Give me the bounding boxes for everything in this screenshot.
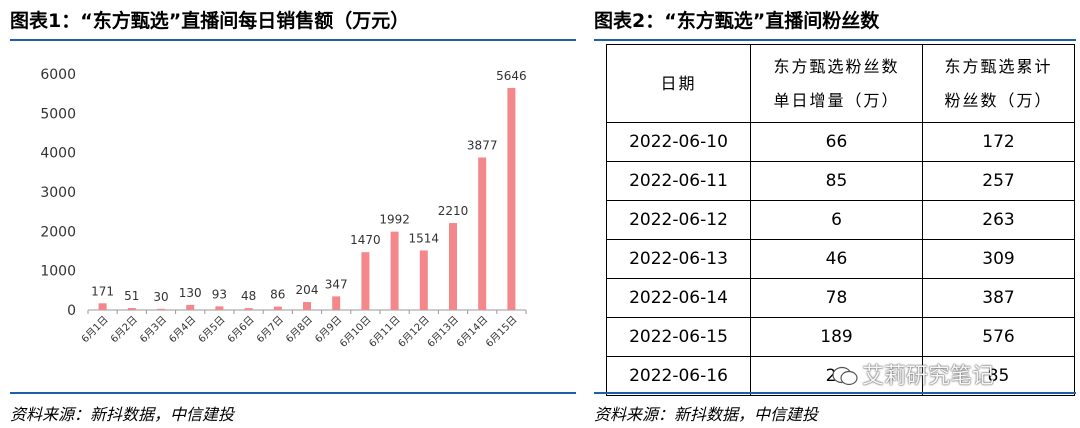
table-row: 2022-06-15 189 576 [606, 317, 1075, 357]
cell-date: 2022-06-15 [606, 317, 751, 357]
header-cum-line2: 粉丝数（万） [944, 90, 1053, 110]
cell-cumulative: 309 [922, 239, 1075, 279]
x-tick-label: 6月13日 [425, 314, 461, 350]
x-tick-label: 6月2日 [108, 314, 140, 346]
cell-cumulative: 387 [922, 278, 1075, 318]
header-date-line1: 日期 [660, 73, 697, 93]
y-tick-label: 5000 [40, 106, 76, 122]
header-cumulative: 东方甄选累计 粉丝数（万） [922, 44, 1075, 123]
cell-cumulative: 576 [922, 317, 1075, 357]
y-tick-label: 4000 [40, 146, 76, 162]
x-tick-label: 6月6日 [225, 314, 257, 346]
bar [127, 307, 136, 310]
cell-daily: 6 [750, 200, 923, 240]
data-label: 93 [212, 287, 227, 301]
x-tick-label: 6月3日 [137, 314, 169, 346]
data-label: 5646 [496, 69, 527, 83]
right-top-rule [594, 39, 1076, 41]
table-row: 2022-06-11 85 257 [606, 161, 1075, 201]
data-label: 1470 [350, 233, 381, 247]
y-tick-label: 1000 [40, 264, 76, 280]
cell-daily: 189 [750, 317, 923, 357]
chart-title: 图表1：“东方甄选”直播间每日销售额（万元） [10, 10, 410, 32]
fans-table: 日期 东方甄选粉丝数 单日增量（万） 东方甄选累计 粉丝数（万） 2022-06… [606, 44, 1075, 396]
bar [478, 157, 487, 310]
right-bottom-rule [594, 392, 1076, 394]
bar [98, 303, 107, 310]
x-tick-label: 6月14日 [454, 314, 490, 350]
cell-daily: 78 [750, 278, 923, 318]
header-cum-line1: 东方甄选累计 [944, 56, 1053, 76]
header-daily-line1: 东方甄选粉丝数 [773, 56, 900, 76]
cell-cumulative: 85 [922, 356, 1075, 396]
table-row: 2022-06-13 46 309 [606, 239, 1075, 279]
x-tick-label: 6月4日 [167, 314, 199, 346]
cell-cumulative: 257 [922, 161, 1075, 201]
bar [157, 308, 165, 310]
bar [273, 306, 282, 310]
bar [244, 308, 253, 310]
chart-source: 资料来源：新抖数据，中信建投 [10, 405, 235, 424]
data-label: 130 [179, 286, 202, 300]
x-tick-label: 6月15日 [483, 314, 519, 350]
y-tick-label: 2000 [40, 224, 76, 240]
bar [361, 252, 370, 310]
y-tick-label: 3000 [40, 185, 76, 201]
bar [332, 296, 341, 310]
data-label: 48 [241, 289, 256, 303]
cell-daily: 46 [750, 239, 923, 279]
data-label: 204 [296, 283, 319, 297]
table-title: 图表2：“东方甄选”直播间粉丝数 [594, 10, 880, 32]
data-label: 171 [91, 284, 114, 298]
table-source: 资料来源：新抖数据，中信建投 [594, 405, 819, 424]
watermark-text: 艾莉研究笔记 [862, 364, 995, 389]
bar [507, 87, 516, 310]
x-tick-label: 6月12日 [396, 314, 432, 350]
x-tick-label: 6月1日 [79, 314, 111, 346]
cell-daily: 66 [750, 122, 923, 162]
x-tick-label: 6月10日 [337, 314, 373, 350]
data-label: 1992 [379, 213, 410, 227]
data-label: 2210 [438, 204, 469, 218]
header-daily-increase: 东方甄选粉丝数 单日增量（万） [750, 44, 923, 123]
table-row: 2022-06-14 78 387 [606, 278, 1075, 318]
sales-bar-chart: 0 1000 2000 3000 4000 5000 6000 171 6月1日 51 6月2日 30… [40, 67, 527, 350]
cell-date: 2022-06-13 [606, 239, 751, 279]
cell-date: 2022-06-10 [606, 122, 751, 162]
header-date: 日期 [606, 44, 751, 123]
table-row: 2022-06-12 6 263 [606, 200, 1075, 240]
table-header-row: 日期 东方甄选粉丝数 单日增量（万） 东方甄选累计 粉丝数（万） [606, 44, 1075, 123]
bar [419, 250, 428, 310]
bar [449, 223, 457, 310]
cell-date: 2022-06-11 [606, 161, 751, 201]
y-tick-label: 6000 [40, 67, 76, 83]
data-label: 86 [270, 288, 285, 302]
bar [390, 231, 399, 310]
x-tick-label: 6月5日 [196, 314, 228, 346]
cell-daily: 85 [750, 161, 923, 201]
data-label: 30 [153, 290, 168, 304]
cell-date: 2022-06-14 [606, 278, 751, 318]
y-tick-label: 0 [67, 303, 76, 319]
cell-date: 2022-06-12 [606, 200, 751, 240]
cell-date: 2022-06-16 [606, 356, 751, 396]
cell-cumulative: 172 [922, 122, 1075, 162]
x-tick-label: 6月8日 [283, 314, 315, 346]
x-tick-label: 6月7日 [254, 314, 286, 346]
bar [303, 301, 311, 310]
data-label: 3877 [467, 139, 498, 153]
header-daily-line2: 单日增量（万） [773, 90, 900, 110]
wechat-icon [832, 366, 858, 386]
watermark: 艾莉研究笔记 [832, 358, 994, 390]
table-row: 2022-06-10 66 172 [606, 122, 1075, 162]
data-label: 51 [124, 289, 139, 303]
x-tick-label: 6月11日 [367, 314, 403, 350]
bar [215, 306, 224, 310]
bar [186, 304, 195, 310]
data-label: 347 [325, 277, 348, 291]
left-bottom-rule [10, 392, 576, 394]
cell-cumulative: 263 [922, 200, 1075, 240]
left-top-rule [10, 39, 576, 41]
data-label: 1514 [409, 231, 440, 245]
